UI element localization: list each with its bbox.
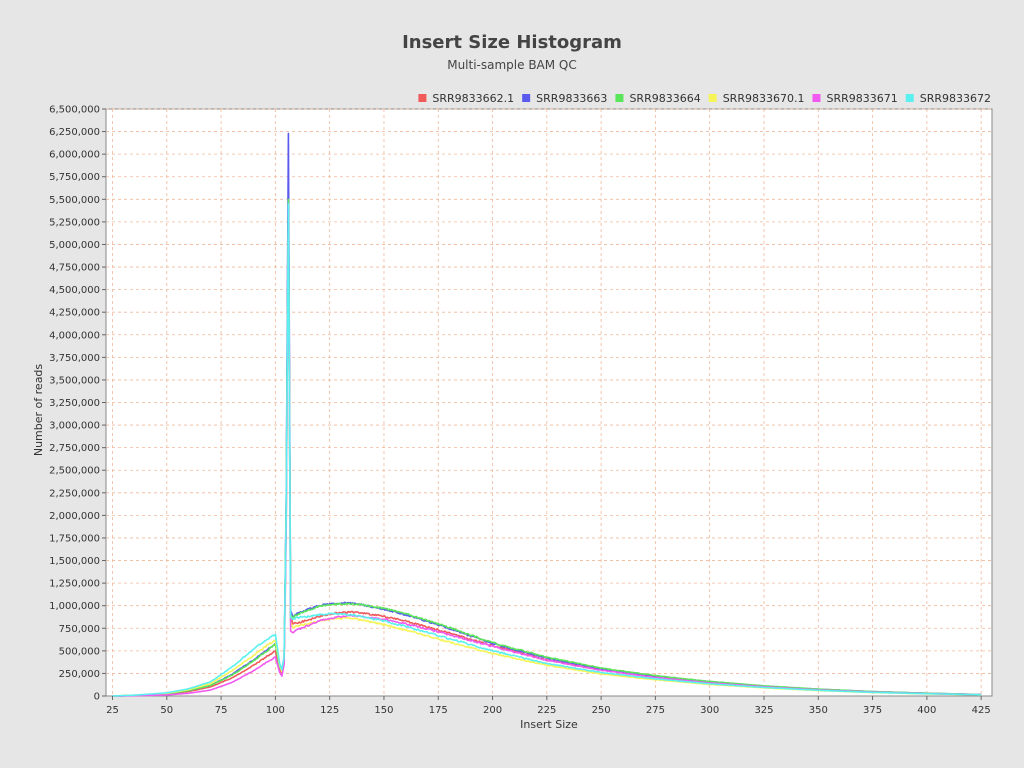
y-tick-label: 500,000: [59, 646, 100, 657]
x-tick-label: 250: [592, 705, 611, 716]
y-tick-label: 6,500,000: [49, 105, 100, 116]
y-tick-label: 3,250,000: [49, 398, 100, 409]
x-tick-label: 50: [160, 705, 173, 716]
legend-label: SRR9833670.1: [723, 92, 805, 105]
x-tick-label: 225: [537, 705, 556, 716]
y-axis-ticks: 0 250,000 500,000 750,000 1,000,000 1,250,000…: [49, 105, 106, 703]
legend-label: SRR9833664: [629, 92, 700, 105]
series-lines: [112, 132, 982, 697]
chart-subtitle: Multi-sample BAM QC: [447, 58, 577, 72]
x-tick-label: 350: [809, 705, 828, 716]
legend-label: SRR9833663: [536, 92, 607, 105]
y-tick-label: 5,000,000: [49, 240, 100, 251]
chart-title: Insert Size Histogram: [402, 32, 622, 53]
y-tick-label: 3,500,000: [49, 375, 100, 386]
y-tick-label: 250,000: [59, 669, 100, 680]
y-tick-label: 4,500,000: [49, 285, 100, 296]
legend-label: SRR9833671: [826, 92, 897, 105]
legend-label: SRR9833672: [920, 92, 991, 105]
legend-swatch: [812, 94, 821, 102]
x-tick-label: 175: [429, 705, 448, 716]
legend-swatch: [418, 94, 427, 102]
x-tick-label: 275: [646, 705, 665, 716]
y-tick-label: 2,250,000: [49, 488, 100, 499]
y-tick-label: 2,500,000: [49, 466, 100, 477]
legend: SRR9833672 SRR9833671 SRR9833670.1 SRR98336…: [418, 92, 991, 105]
grid-lines: [106, 108, 992, 696]
y-tick-label: 750,000: [59, 624, 100, 635]
y-tick-label: 3,750,000: [49, 353, 100, 364]
legend-swatch: [522, 94, 531, 102]
legend-swatch: [615, 94, 624, 102]
series-line-srr9833672: [112, 203, 982, 697]
y-tick-label: 5,750,000: [49, 172, 100, 183]
y-tick-label: 4,000,000: [49, 330, 100, 341]
y-tick-label: 3,000,000: [49, 421, 100, 432]
y-tick-label: 1,750,000: [49, 533, 100, 544]
x-tick-label: 100: [266, 705, 285, 716]
y-tick-label: 6,000,000: [49, 150, 100, 161]
legend-label: SRR9833662.1: [432, 92, 514, 105]
x-tick-label: 125: [320, 705, 339, 716]
x-tick-label: 375: [863, 705, 882, 716]
x-tick-label: 150: [374, 705, 393, 716]
legend-swatch: [905, 94, 914, 102]
x-tick-label: 300: [700, 705, 719, 716]
y-tick-label: 2,750,000: [49, 443, 100, 454]
y-axis-label: Number of reads: [32, 364, 45, 457]
y-tick-label: 0: [94, 692, 100, 703]
y-tick-label: 6,250,000: [49, 127, 100, 138]
legend-swatch: [708, 94, 717, 102]
x-tick-label: 200: [483, 705, 502, 716]
y-tick-label: 1,000,000: [49, 601, 100, 612]
y-tick-label: 2,000,000: [49, 511, 100, 522]
x-tick-label: 400: [917, 705, 936, 716]
y-tick-label: 1,500,000: [49, 556, 100, 567]
y-tick-label: 5,250,000: [49, 217, 100, 228]
y-tick-label: 5,500,000: [49, 195, 100, 206]
x-axis-label: Insert Size: [520, 718, 578, 731]
x-tick-label: 325: [754, 705, 773, 716]
x-tick-label: 425: [972, 705, 991, 716]
y-tick-label: 4,750,000: [49, 263, 100, 274]
y-tick-label: 1,250,000: [49, 579, 100, 590]
x-tick-label: 25: [106, 705, 119, 716]
y-tick-label: 4,250,000: [49, 308, 100, 319]
x-tick-label: 75: [215, 705, 228, 716]
x-axis-ticks: 25 50 75 100 125 150 175 200 225 250 275 300 325 350 3…: [106, 696, 991, 716]
